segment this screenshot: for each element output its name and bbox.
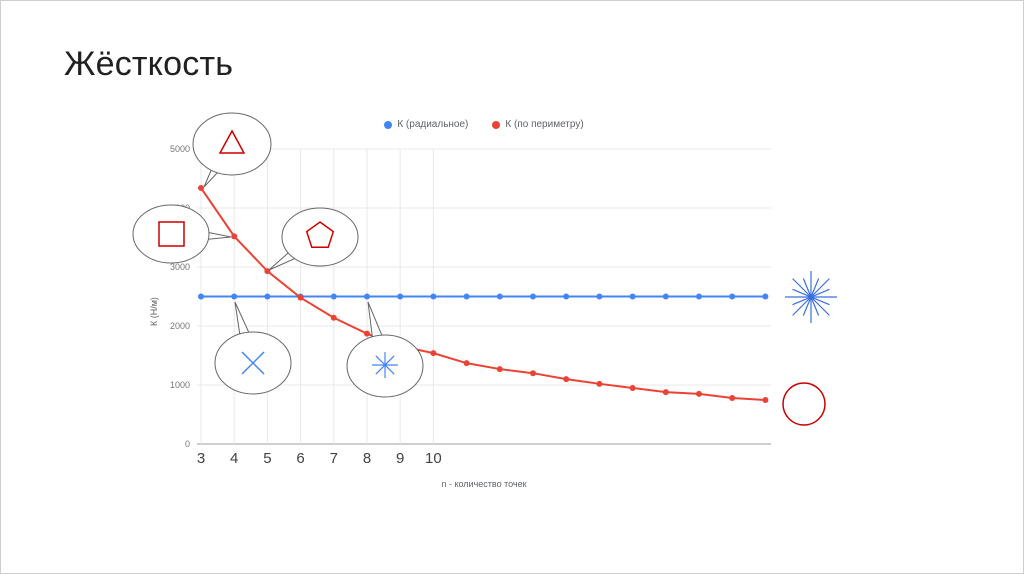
data-point	[530, 293, 536, 300]
data-point	[430, 350, 437, 357]
circle-shape[interactable]	[782, 382, 826, 426]
x-axis-title: n - количество точек	[441, 479, 527, 489]
callout-pentagon[interactable]	[268, 207, 359, 271]
data-point	[496, 366, 503, 373]
legend-label-radial: К (радиальное)	[397, 119, 469, 130]
chart-series	[198, 184, 769, 404]
y-tick-label: 5000	[170, 144, 190, 154]
data-point	[330, 314, 337, 321]
y-tick-label: 2000	[170, 321, 190, 331]
x-tick-label: 6	[296, 450, 304, 467]
y-tick-label: 3000	[170, 262, 190, 272]
circle-icon	[782, 382, 826, 426]
callout-triangle[interactable]	[192, 112, 272, 188]
data-point	[330, 293, 337, 300]
x-tick-label: 4	[230, 450, 238, 467]
chart-legend: К (радиальное) К (по периметру)	[197, 119, 771, 130]
x-tick-label: 10	[425, 450, 442, 467]
data-point	[430, 293, 437, 300]
data-point	[596, 293, 603, 300]
y-tick-label: 0	[185, 439, 190, 449]
callout-x-cross[interactable]	[214, 301, 292, 395]
data-point	[696, 390, 702, 397]
data-point	[198, 184, 204, 191]
data-point	[463, 293, 470, 300]
pentagon-icon	[305, 221, 335, 249]
data-point	[729, 394, 736, 401]
legend-item-perimeter[interactable]: К (по периметру)	[492, 119, 584, 130]
data-point	[729, 293, 736, 300]
data-point	[530, 370, 536, 377]
data-point	[231, 233, 238, 240]
data-point	[662, 293, 669, 300]
x-tick-label: 3	[197, 450, 205, 467]
data-point	[463, 360, 470, 367]
x-tick-label: 5	[263, 450, 271, 467]
data-point	[397, 293, 404, 300]
starburst-icon[interactable]	[785, 271, 837, 323]
slide-title[interactable]: Жёсткость	[64, 45, 234, 83]
data-point	[264, 293, 271, 300]
data-point	[297, 294, 304, 301]
data-point	[662, 389, 669, 396]
triangle-icon	[218, 129, 246, 154]
data-point	[629, 293, 636, 300]
x-tick-label: 7	[330, 450, 338, 467]
asterisk-icon	[372, 352, 398, 378]
legend-dot-radial-icon	[384, 120, 393, 129]
x-cross-icon	[241, 351, 265, 375]
x-tick-label: 8	[363, 450, 371, 467]
callout-square[interactable]	[132, 204, 232, 264]
data-point	[496, 293, 503, 300]
data-point	[762, 293, 769, 300]
data-point	[563, 293, 570, 300]
y-tick-label: 1000	[170, 380, 190, 390]
chart-tick-labels: 010002000300040005000345678910	[170, 144, 442, 467]
legend-item-radial[interactable]: К (радиальное)	[384, 119, 468, 130]
series-line	[200, 187, 766, 402]
data-point	[563, 376, 570, 383]
data-point	[231, 293, 238, 300]
data-point	[198, 293, 204, 300]
data-point	[629, 384, 636, 391]
side-shapes	[782, 271, 837, 426]
data-point	[596, 380, 603, 387]
data-point	[696, 293, 702, 300]
callout-asterisk[interactable]	[346, 301, 424, 398]
legend-dot-perimeter-icon	[492, 120, 501, 129]
data-point	[364, 293, 370, 300]
data-point	[364, 330, 370, 337]
callouts	[132, 112, 424, 398]
data-point	[762, 397, 769, 404]
x-tick-label: 9	[396, 450, 404, 467]
square-icon	[158, 221, 185, 247]
legend-label-perimeter: К (по периметру)	[505, 119, 584, 130]
